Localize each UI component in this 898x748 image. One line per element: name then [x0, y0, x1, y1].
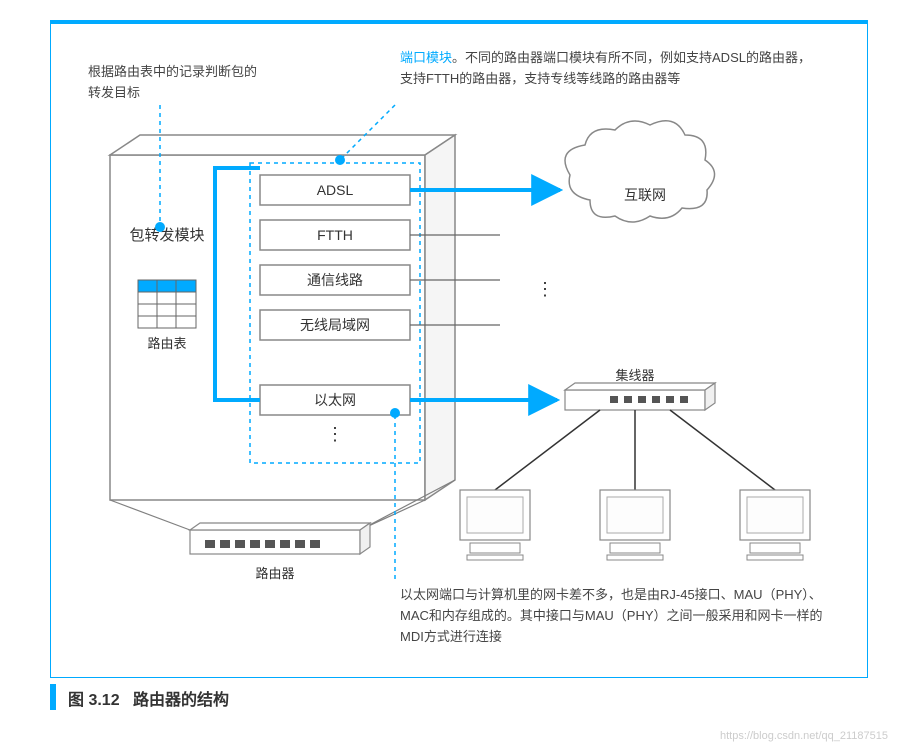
forward-module-label: 包转发模块 — [129, 227, 204, 244]
caption-bar — [50, 684, 56, 710]
pc-1 — [460, 490, 530, 560]
internet-label: 互联网 — [624, 187, 666, 203]
diagram-svg: 路由器 包转发模块 路由表 ADSL FTTH 通信线路 无线局域网 以太网 ⋮ — [0, 0, 898, 748]
svg-text:以太网: 以太网 — [314, 392, 356, 408]
hub-label: 集线器 — [615, 368, 654, 383]
router-base: 路由器 — [190, 523, 370, 581]
figure-caption: 图 3.12 路由器的结构 — [68, 686, 229, 710]
svg-text:⋮: ⋮ — [536, 279, 554, 299]
router-label: 路由器 — [255, 566, 294, 581]
hub: 集线器 — [565, 368, 715, 410]
svg-text:FTTH: FTTH — [317, 227, 353, 243]
watermark: https://blog.csdn.net/qq_21187515 — [720, 730, 888, 742]
svg-text:ADSL: ADSL — [317, 182, 354, 198]
pc-2 — [600, 490, 670, 560]
pc-3 — [740, 490, 810, 560]
svg-text:无线局域网: 无线局域网 — [300, 317, 370, 333]
figure-number: 图 3.12 — [68, 692, 120, 709]
svg-text:⋮: ⋮ — [326, 424, 344, 444]
svg-text:通信线路: 通信线路 — [307, 272, 363, 288]
routing-table-label: 路由表 — [147, 336, 186, 351]
figure-title: 路由器的结构 — [133, 692, 229, 709]
internet-cloud: 互联网 — [565, 121, 715, 222]
